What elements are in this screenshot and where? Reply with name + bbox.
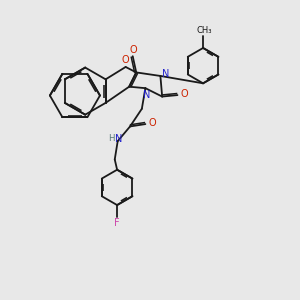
Text: CH₃: CH₃ [197,26,212,35]
Text: F: F [114,218,120,228]
Text: N: N [143,90,151,100]
Text: N: N [162,70,169,80]
Text: H: H [108,134,115,143]
Text: O: O [121,56,129,65]
Text: O: O [180,89,188,99]
Text: N: N [116,134,123,144]
Text: O: O [148,118,156,128]
Text: O: O [130,45,137,55]
